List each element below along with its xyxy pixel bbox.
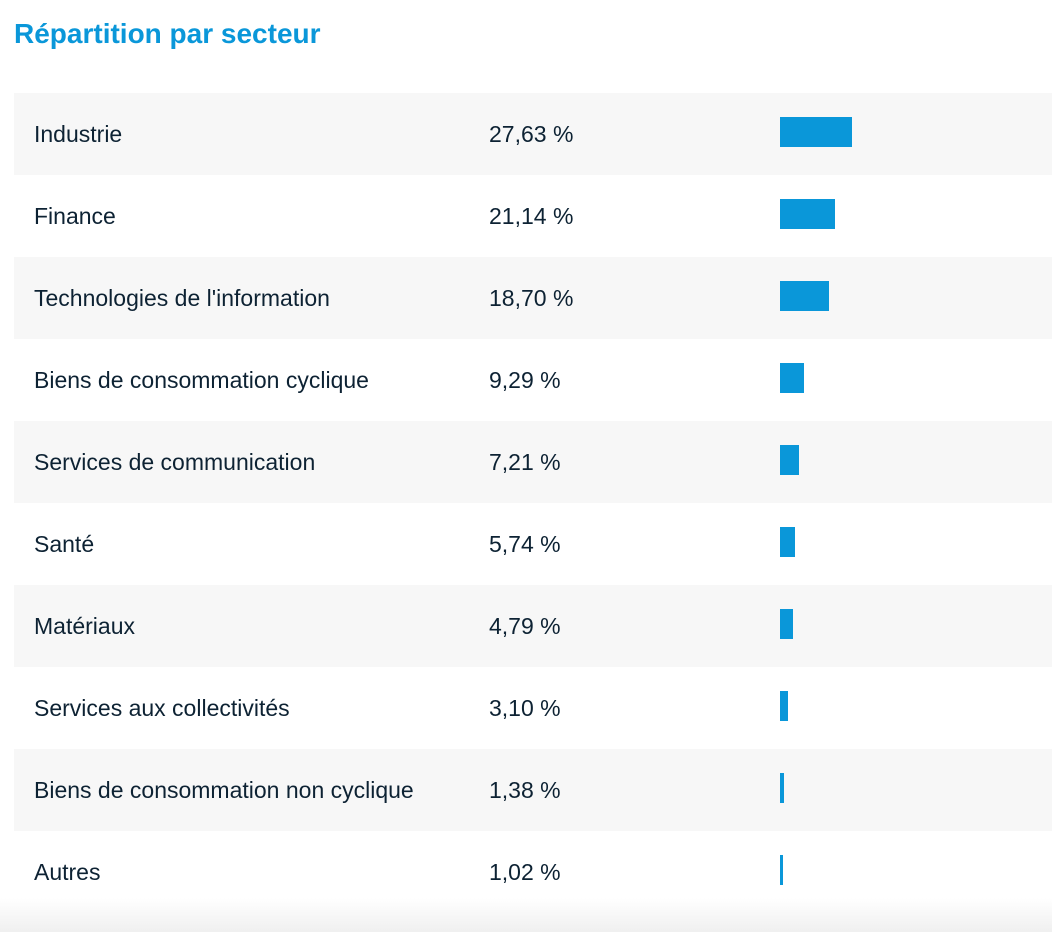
bar-track [780, 609, 1040, 639]
table-row: Autres 1,02 % [14, 831, 1052, 913]
bar-track [780, 281, 1040, 311]
sector-bar [780, 855, 783, 885]
sector-value: 1,38 % [489, 776, 561, 803]
table-row: Services aux collectivités 3,10 % [14, 667, 1052, 749]
table-row: Finance 21,14 % [14, 175, 1052, 257]
sector-value: 27,63 % [489, 120, 574, 147]
sector-value: 3,10 % [489, 694, 561, 721]
table-row: Biens de consommation cyclique 9,29 % [14, 339, 1052, 421]
sector-label: Finance [34, 202, 116, 229]
bar-track [780, 199, 1040, 229]
table-row: Services de communication 7,21 % [14, 421, 1052, 503]
sector-table: Industrie 27,63 % Finance 21,14 % Technologi… [14, 93, 1052, 913]
bar-track [780, 773, 1040, 803]
sector-bar [780, 117, 852, 147]
sector-bar [780, 691, 789, 721]
sector-bar [780, 199, 835, 229]
sector-label: Santé [34, 530, 95, 557]
bar-track [780, 527, 1040, 557]
table-row: Biens de consommation non cyclique 1,38 % [14, 749, 1052, 831]
table-row: Santé 5,74 % [14, 503, 1052, 585]
sector-value: 7,21 % [489, 448, 561, 475]
table-row: Industrie 27,63 % [14, 93, 1052, 175]
sector-bar [780, 609, 793, 639]
sector-value: 9,29 % [489, 366, 561, 393]
sector-value: 5,74 % [489, 530, 561, 557]
sector-bar [780, 773, 784, 803]
bar-track [780, 691, 1040, 721]
bar-track [780, 117, 1040, 147]
sector-bar [780, 527, 795, 557]
sector-value: 21,14 % [489, 202, 574, 229]
sector-label: Industrie [34, 120, 123, 147]
table-row: Technologies de l'information 18,70 % [14, 257, 1052, 339]
bar-track [780, 855, 1040, 885]
sector-value: 1,02 % [489, 858, 561, 885]
sector-label: Matériaux [34, 612, 135, 639]
sector-label: Technologies de l'information [34, 284, 330, 311]
bar-track [780, 363, 1040, 393]
sector-label: Services de communication [34, 448, 316, 475]
sector-value: 4,79 % [489, 612, 561, 639]
sector-bar [780, 281, 829, 311]
page-title: Répartition par secteur [14, 18, 321, 49]
sector-label: Biens de consommation non cyclique [34, 776, 414, 803]
sector-label: Services aux collectivités [34, 694, 290, 721]
sector-bar [780, 363, 805, 393]
sector-label: Biens de consommation cyclique [34, 366, 369, 393]
sector-label: Autres [34, 858, 101, 885]
table-row: Matériaux 4,79 % [14, 585, 1052, 667]
sector-value: 18,70 % [489, 284, 574, 311]
sector-bar [780, 445, 799, 475]
bar-track [780, 445, 1040, 475]
